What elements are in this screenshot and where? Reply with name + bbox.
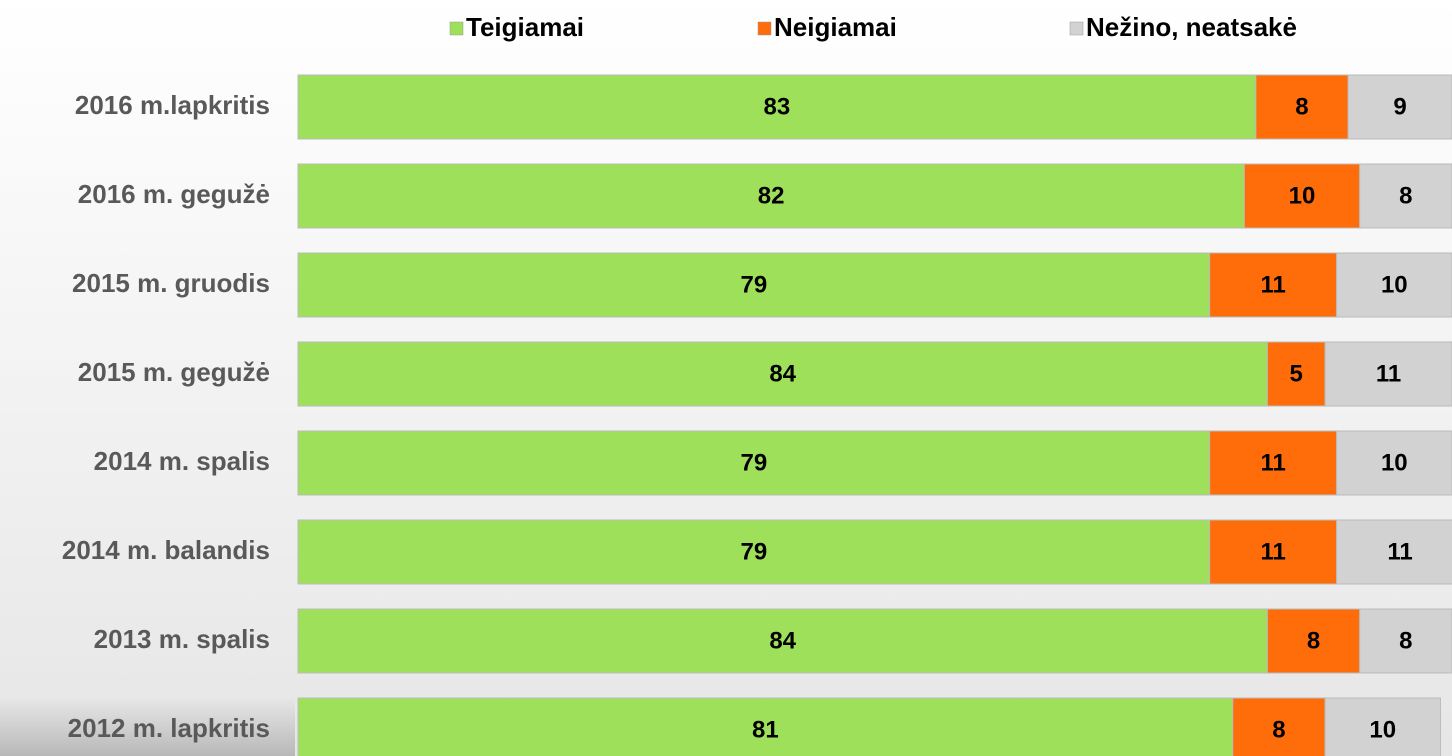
value-label: 5 <box>1290 360 1303 387</box>
bar-segment <box>297 74 1257 140</box>
value-label: 9 <box>1393 93 1406 120</box>
category-highlight <box>0 697 295 756</box>
value-label: 10 <box>1289 182 1316 209</box>
value-label: 81 <box>752 716 779 743</box>
legend-label: Nežino, neatsakė <box>1086 12 1297 42</box>
value-label: 8 <box>1307 627 1320 654</box>
value-label: 84 <box>769 627 796 654</box>
value-label: 11 <box>1260 449 1285 476</box>
value-label: 84 <box>769 360 796 387</box>
bar-segment <box>1324 697 1441 756</box>
value-label: 8 <box>1295 93 1308 120</box>
value-label: 82 <box>758 182 785 209</box>
legend-swatch <box>1069 21 1084 36</box>
value-label: 10 <box>1381 449 1408 476</box>
bar-segment <box>1209 252 1338 318</box>
category-label: 2014 m. spalis <box>94 446 270 476</box>
value-label: 11 <box>1260 538 1285 565</box>
bar-segment <box>1359 608 1452 674</box>
bar-segment <box>297 163 1245 229</box>
category-label: 2014 m. balandis <box>62 535 270 565</box>
value-label: 79 <box>740 449 767 476</box>
bar-segment <box>1324 341 1452 407</box>
bar-segment <box>297 341 1268 407</box>
bar-segment <box>1243 163 1361 229</box>
legend-label: Teigiamai <box>466 12 584 42</box>
value-label: 11 <box>1260 271 1285 298</box>
value-label: 11 <box>1376 360 1401 387</box>
bar-segment <box>1336 252 1452 318</box>
bar-segment <box>1359 163 1452 229</box>
category-label: 2015 m. gruodis <box>72 268 270 298</box>
bar-segment <box>297 430 1211 496</box>
bar-segment <box>1336 519 1452 585</box>
bar-segment <box>297 608 1268 674</box>
bar-segment <box>1347 74 1452 140</box>
value-label: 8 <box>1272 716 1285 743</box>
category-label: 2015 m. gegužė <box>78 357 270 387</box>
category-label: 2013 m. spalis <box>94 624 270 654</box>
value-label: 8 <box>1399 182 1412 209</box>
bar-segment <box>297 252 1211 318</box>
value-label: 79 <box>740 538 767 565</box>
value-label: 8 <box>1399 627 1412 654</box>
category-label: 2012 m. lapkritis <box>68 713 270 743</box>
value-label: 79 <box>740 271 767 298</box>
bar-segment <box>1209 519 1338 585</box>
legend-swatch <box>449 21 464 36</box>
bar-segment <box>297 697 1234 756</box>
bar-segment <box>1266 608 1361 674</box>
legend-label: Neigiamai <box>774 12 897 42</box>
bar-segment <box>1336 430 1452 496</box>
bar-segment <box>1266 341 1326 407</box>
value-label: 11 <box>1387 538 1412 565</box>
value-label: 10 <box>1381 271 1408 298</box>
category-label: 2016 m. gegužė <box>78 179 270 209</box>
value-label: 83 <box>764 93 791 120</box>
category-label: 2016 m.lapkritis <box>75 90 270 120</box>
value-label: 10 <box>1369 716 1396 743</box>
bar-segment <box>297 519 1211 585</box>
legend-swatch <box>757 21 772 36</box>
bar-segment <box>1209 430 1338 496</box>
